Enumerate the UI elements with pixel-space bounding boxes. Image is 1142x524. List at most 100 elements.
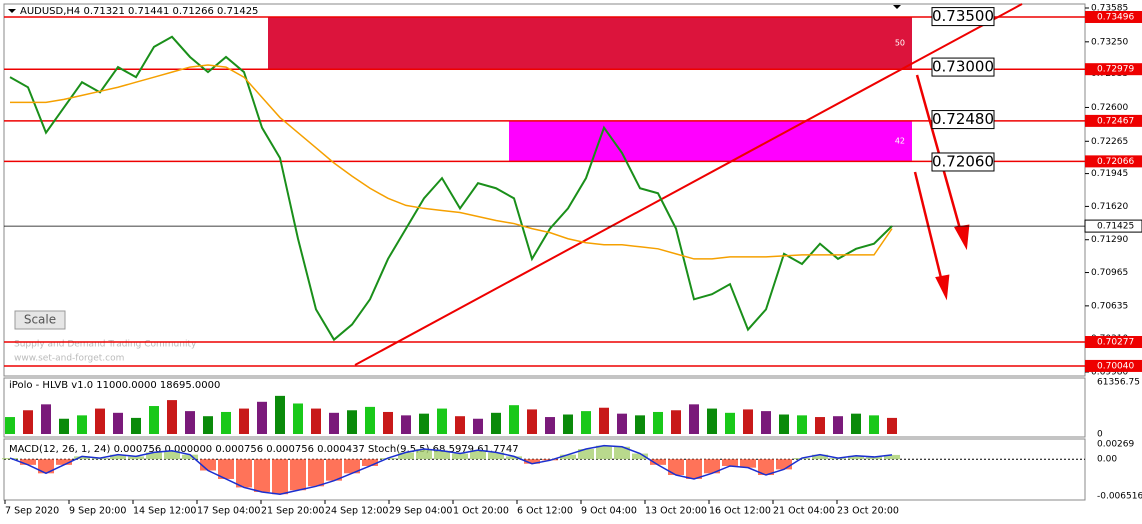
volume-bar — [41, 404, 51, 434]
volume-bar — [59, 418, 69, 434]
macd-bar — [614, 446, 630, 460]
y-tick-label: 0.72600 — [1091, 103, 1128, 113]
level-tag — [1085, 336, 1142, 349]
volume-bar — [545, 417, 555, 434]
level-box — [931, 7, 995, 27]
macd-bar — [632, 453, 648, 460]
volume-bar — [869, 415, 879, 434]
level-tag — [1085, 114, 1142, 127]
macd-bar — [704, 459, 720, 474]
macd-bar — [200, 459, 216, 471]
x-tick-label: 24 Sep 12:00 — [325, 506, 388, 517]
x-tick-label: 23 Oct 20:00 — [837, 506, 899, 517]
macd-bar — [560, 454, 576, 460]
watermark: Supply and Demand Trading Community — [14, 340, 197, 350]
macd-bar — [650, 459, 666, 465]
volume-bar — [239, 408, 249, 434]
x-tick-label: 21 Oct 04:00 — [773, 506, 835, 517]
macd-bar — [182, 454, 198, 460]
x-tick-label: 9 Oct 04:00 — [581, 506, 637, 517]
macd-bar — [20, 459, 36, 465]
watermark: www.set-and-forget.com — [14, 354, 124, 364]
macd-bar — [524, 459, 540, 464]
volume-bar — [401, 415, 411, 434]
volume-bar — [473, 418, 483, 434]
x-tick-label: 21 Sep 20:00 — [261, 506, 324, 517]
shift-marker — [893, 5, 901, 9]
volume-bar — [311, 408, 321, 434]
volume-bar — [329, 412, 339, 434]
scale-button-label[interactable]: Scale — [24, 313, 56, 327]
level-box-label: 0.73500 — [932, 7, 994, 25]
volume-bar — [203, 416, 213, 434]
volume-bar — [23, 410, 33, 434]
trend-line — [354, 3, 1023, 366]
scale-button[interactable] — [14, 310, 66, 330]
macd-bar — [236, 459, 252, 488]
symbol-line: AUDUSD,H4 0.71321 0.71441 0.71266 0.7142… — [20, 6, 258, 17]
y-tick-label: 0.73585 — [1091, 4, 1128, 14]
y-tick-label: 0.00 — [1097, 455, 1117, 465]
level-tag — [1085, 63, 1142, 76]
menu-arrow — [8, 9, 16, 13]
zone-label: 50 — [895, 39, 905, 48]
x-tick-label: 9 Sep 20:00 — [69, 506, 126, 517]
volume-bar — [365, 406, 375, 434]
macd-bar — [38, 459, 54, 474]
volume-bar — [689, 404, 699, 434]
y-tick-label: 0.71945 — [1091, 169, 1128, 179]
x-tick-label: 6 Oct 12:00 — [517, 506, 573, 517]
volume-bar — [563, 414, 573, 434]
macd-bar — [146, 452, 162, 460]
volume-bar — [77, 415, 87, 434]
volume-bar — [113, 412, 123, 434]
volume-bar — [617, 413, 627, 434]
supply-demand-zone — [268, 16, 912, 70]
macd-bar — [848, 455, 864, 460]
macd-bar — [578, 449, 594, 460]
x-tick-label: 1 Oct 20:00 — [453, 506, 509, 517]
y-tick-label: 0.70965 — [1091, 268, 1128, 278]
macd-bar — [272, 459, 288, 495]
volume-bar — [293, 403, 303, 434]
macd-bar — [452, 453, 468, 460]
macd-bar — [686, 459, 702, 479]
volume-bar — [887, 417, 897, 434]
volume-bar — [635, 415, 645, 434]
volume-bar — [167, 400, 177, 434]
volume-bar — [743, 409, 753, 434]
volume-bar — [185, 411, 195, 434]
x-tick-label: 7 Sep 2020 — [5, 506, 59, 517]
macd-bar — [56, 459, 72, 465]
volume-bar — [149, 406, 159, 434]
y-tick-label: 0.72265 — [1091, 137, 1128, 147]
macd-bar — [776, 459, 792, 470]
macd-bar — [344, 459, 360, 474]
volume-bar — [455, 416, 465, 434]
y-tick-label: 0 — [1097, 430, 1103, 440]
volume-bar — [257, 401, 267, 434]
volume-bar — [131, 417, 141, 434]
macd-bar — [74, 456, 90, 460]
level-label: 0.72979 — [1097, 65, 1134, 75]
volume-bar — [671, 410, 681, 434]
y-tick-label: 0.69980 — [1091, 368, 1128, 378]
volume-bar — [347, 410, 357, 434]
volume-bar — [725, 412, 735, 434]
volume-bar — [761, 411, 771, 434]
macd-bar — [434, 450, 450, 460]
x-tick-label: 17 Sep 04:00 — [197, 506, 260, 517]
volume-bar — [275, 395, 285, 434]
volume-bar — [5, 417, 15, 434]
level-box — [931, 152, 995, 172]
macd-bar — [470, 450, 486, 460]
y-tick-label: 0.71620 — [1091, 202, 1128, 212]
macd-bar — [668, 459, 684, 476]
arrows — [913, 74, 970, 301]
main-panel — [3, 3, 1086, 377]
current-price-tag — [1084, 219, 1142, 233]
volume-bar — [527, 409, 537, 434]
level-box-label: 0.73000 — [932, 58, 994, 76]
macd-bar — [290, 459, 306, 491]
